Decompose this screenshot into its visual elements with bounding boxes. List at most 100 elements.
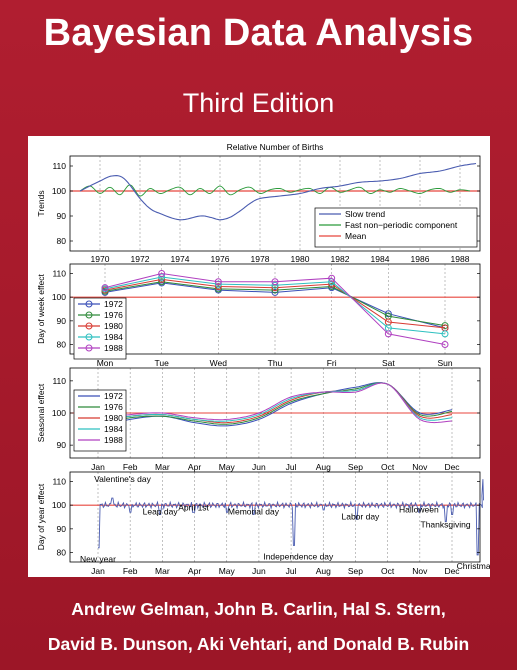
legend-label: 1980 [104, 413, 123, 423]
y-axis-label: Trends [36, 190, 46, 216]
y-tick-label: 80 [57, 236, 67, 246]
x-tick-label: Sat [382, 358, 395, 368]
annotation-label: Memorial day [228, 507, 280, 517]
x-tick-label: 1978 [251, 254, 270, 264]
y-tick-label: 110 [52, 476, 66, 486]
x-tick-label: Oct [381, 566, 395, 576]
x-tick-label: Apr [188, 462, 201, 472]
series-line-1976 [104, 281, 446, 327]
data-point [271, 288, 279, 296]
legend-label: 1972 [104, 299, 123, 309]
book-edition: Third Edition [182, 88, 335, 118]
legend-marker [85, 333, 93, 341]
x-tick-label: Aug [316, 566, 331, 576]
data-point [214, 283, 222, 290]
day-of-year-panel-frame [69, 471, 481, 563]
x-tick-label: May [219, 462, 236, 472]
data-point [384, 310, 392, 318]
slow-trend-line [79, 162, 477, 221]
x-tick-label: 1980 [291, 254, 310, 264]
series-line-1980 [104, 278, 446, 329]
annotation-label: April 1st [178, 502, 209, 512]
x-tick-label: 1970 [91, 254, 110, 264]
births-figure: Relative Number of Births 1970 1972 1974 197… [36, 142, 490, 576]
y-axis-label: Day of year effect [36, 483, 46, 550]
legend-label: 1972 [104, 391, 123, 401]
x-tick-label: 1982 [331, 254, 350, 264]
series-line-1984 [104, 276, 446, 335]
x-tick-label: 1986 [411, 254, 430, 264]
data-point [271, 281, 279, 289]
data-point [328, 274, 336, 282]
x-tick-label: 1984 [371, 254, 390, 264]
annotation-label: Christmas [457, 561, 490, 571]
day-of-year-line [98, 479, 484, 556]
x-tick-label: Wed [210, 358, 228, 368]
series-line-1972 [104, 282, 446, 329]
x-tick-label: 1972 [131, 254, 150, 264]
legend-marker [85, 322, 93, 330]
x-tick-label: Thu [268, 358, 283, 368]
data-point [441, 330, 449, 338]
annotation-label: Halloween [399, 504, 439, 514]
annotation-label: Independence day [263, 551, 334, 561]
seasonal-legend [73, 389, 127, 452]
data-point [101, 284, 109, 292]
legend-label: Fast non−periodic component [345, 220, 458, 230]
annotation-label: Leap day [143, 507, 179, 517]
cover-figure: Relative Number of Births 1970 1972 1974 197… [28, 136, 490, 577]
x-tick-label: 1988 [451, 254, 470, 264]
legend-label: 1984 [104, 332, 123, 342]
x-tick-label: Mar [155, 566, 170, 576]
annotation-label: Labor day [342, 511, 381, 521]
x-tick-label: Jul [286, 566, 297, 576]
series-line-1984 [97, 382, 453, 422]
annotation-label: Valentine's day [94, 474, 152, 484]
x-tick-label: Sep [348, 462, 363, 472]
y-tick-label: 80 [57, 340, 67, 350]
y-tick-label: 100 [52, 292, 66, 302]
y-tick-label: 110 [52, 268, 66, 278]
data-point [441, 341, 449, 349]
y-tick-label: 100 [52, 500, 66, 510]
x-tick-label: Fri [327, 358, 337, 368]
series-line-1976 [97, 382, 453, 425]
legend-marker [85, 311, 93, 319]
x-tick-label: Sun [437, 358, 452, 368]
y-tick-label: 90 [57, 524, 67, 534]
x-tick-label: Aug [316, 462, 331, 472]
x-tick-label: Nov [412, 462, 428, 472]
y-axis-label: Day of week effect [36, 273, 46, 343]
series-line-1988 [104, 272, 446, 345]
data-point [214, 278, 222, 286]
legend-label: 1976 [104, 310, 123, 320]
legend-label: 1976 [104, 402, 123, 412]
y-tick-label: 110 [52, 161, 66, 171]
legend-label: 1980 [104, 321, 123, 331]
legend-label: 1988 [104, 343, 123, 353]
legend-label: 1988 [104, 435, 123, 445]
authors-line-1: Andrew Gelman, John B. Carlin, Hal S. St… [71, 599, 446, 619]
x-tick-label: Jul [286, 462, 297, 472]
x-tick-label: Jun [252, 566, 266, 576]
y-tick-label: 90 [57, 316, 67, 326]
legend-marker [85, 344, 93, 352]
data-point [158, 278, 166, 286]
x-tick-label: Feb [123, 462, 138, 472]
x-tick-label: Mar [155, 462, 170, 472]
series-line-1972 [97, 382, 453, 427]
data-point [158, 273, 166, 281]
fast-component-line [79, 184, 471, 197]
x-tick-label: Oct [381, 462, 395, 472]
y-tick-label: 80 [57, 548, 67, 558]
authors-line-2: David B. Dunson, Aki Vehtari, and Donald… [47, 634, 470, 654]
day-of-week-legend [73, 297, 127, 360]
annotation-label: Thanksgiving [421, 520, 471, 530]
y-tick-label: 110 [52, 376, 66, 386]
x-tick-label: Jan [91, 566, 105, 576]
x-tick-label: Feb [123, 566, 138, 576]
trends-legend [314, 207, 478, 248]
legend-label: Slow trend [345, 209, 385, 219]
data-point [158, 269, 166, 277]
